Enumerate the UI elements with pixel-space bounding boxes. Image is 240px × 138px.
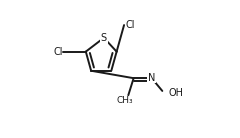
Text: OH: OH	[169, 88, 184, 98]
Text: S: S	[101, 33, 107, 43]
Text: Cl: Cl	[125, 20, 135, 30]
Text: Cl: Cl	[54, 47, 63, 57]
Text: N: N	[148, 73, 155, 83]
Text: CH₃: CH₃	[117, 96, 133, 105]
